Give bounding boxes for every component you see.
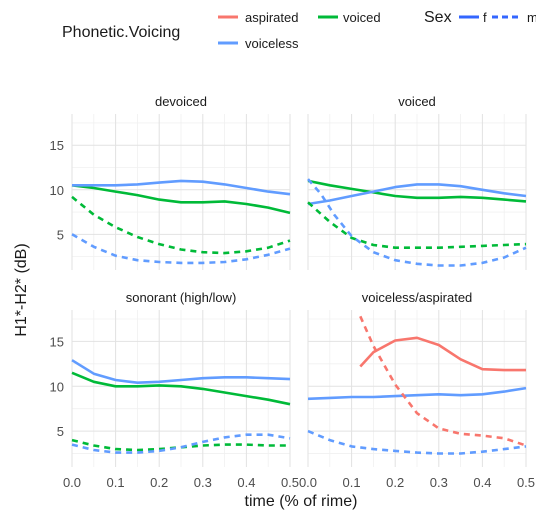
legend-label-m: m bbox=[527, 10, 536, 25]
series-line-aspirated-m bbox=[359, 315, 527, 447]
series-line-aspirated-f bbox=[359, 336, 526, 372]
x-tick-label: 0.1 bbox=[343, 475, 361, 490]
x-tick-label: 0.2 bbox=[150, 475, 168, 490]
x-tick-label: 0.5 bbox=[281, 475, 299, 490]
legend-title-voicing: Phonetic.Voicing bbox=[62, 24, 180, 41]
series-line-voiceless-m bbox=[307, 178, 527, 267]
panel-voiced: voiced bbox=[307, 94, 527, 270]
series-line-voiceless-m bbox=[307, 429, 527, 455]
series-line-voiced-f bbox=[71, 184, 291, 215]
panel-title: devoiced bbox=[155, 94, 207, 109]
x-tick-label: 0.2 bbox=[386, 475, 404, 490]
legend-label-voiceless: voiceless bbox=[245, 36, 299, 51]
series-line-voiceless-f bbox=[307, 386, 527, 401]
panel-voiceless-aspirated: voiceless/aspirated bbox=[307, 290, 527, 467]
y-tick-label: 10 bbox=[50, 379, 64, 394]
series-line-voiced-m bbox=[307, 201, 527, 249]
y-tick-label: 5 bbox=[57, 227, 64, 242]
y-axis-title: H1*-H2* (dB) bbox=[13, 243, 30, 336]
legend-label-voiced: voiced bbox=[343, 10, 381, 25]
legend-entry-voiceless: voiceless bbox=[218, 36, 299, 51]
legend: Phonetic.Voicing aspirated voiced voicel… bbox=[62, 9, 536, 51]
x-tick-label: 0.5 bbox=[517, 475, 535, 490]
series-line-voiced-f bbox=[71, 371, 291, 406]
legend-entry-f: f bbox=[459, 10, 487, 25]
series-line-voiceless-f bbox=[307, 183, 527, 206]
panel-title: voiceless/aspirated bbox=[362, 290, 473, 305]
x-tick-label: 0.3 bbox=[194, 475, 212, 490]
facet-panels: devoiced voiced sonorant (high/low) voicele… bbox=[71, 94, 527, 467]
panel-title: sonorant (high/low) bbox=[126, 290, 237, 305]
legend-entry-voiced: voiced bbox=[318, 10, 381, 25]
series-line-voiceless-m bbox=[71, 233, 291, 265]
legend-title-sex: Sex bbox=[424, 9, 452, 26]
panel-title: voiced bbox=[398, 94, 436, 109]
series-line-voiced-f bbox=[307, 179, 527, 203]
x-tick-label: 0.0 bbox=[63, 475, 81, 490]
series-line-voiceless-f bbox=[71, 359, 291, 384]
x-tick-label: 0.1 bbox=[107, 475, 125, 490]
series-line-voiceless-m bbox=[71, 433, 291, 454]
y-tick-label: 5 bbox=[57, 424, 64, 439]
x-tick-label: 0.4 bbox=[237, 475, 255, 490]
panel-sonorant-high-low: sonorant (high/low) bbox=[71, 290, 291, 467]
x-tick-label: 0.0 bbox=[299, 475, 317, 490]
legend-entry-m: m bbox=[492, 10, 536, 25]
panel-devoiced: devoiced bbox=[71, 94, 291, 270]
y-tick-label: 15 bbox=[50, 334, 64, 349]
legend-entry-aspirated: aspirated bbox=[218, 10, 298, 25]
legend-label-aspirated: aspirated bbox=[245, 10, 298, 25]
x-tick-label: 0.4 bbox=[473, 475, 491, 490]
x-axis-title: time (% of rime) bbox=[245, 493, 358, 510]
series-line-voiced-m bbox=[71, 195, 291, 255]
x-tick-label: 0.3 bbox=[430, 475, 448, 490]
y-tick-label: 10 bbox=[50, 183, 64, 198]
y-tick-label: 15 bbox=[50, 138, 64, 153]
series-line-voiceless-f bbox=[72, 179, 291, 196]
legend-label-f: f bbox=[483, 10, 487, 25]
